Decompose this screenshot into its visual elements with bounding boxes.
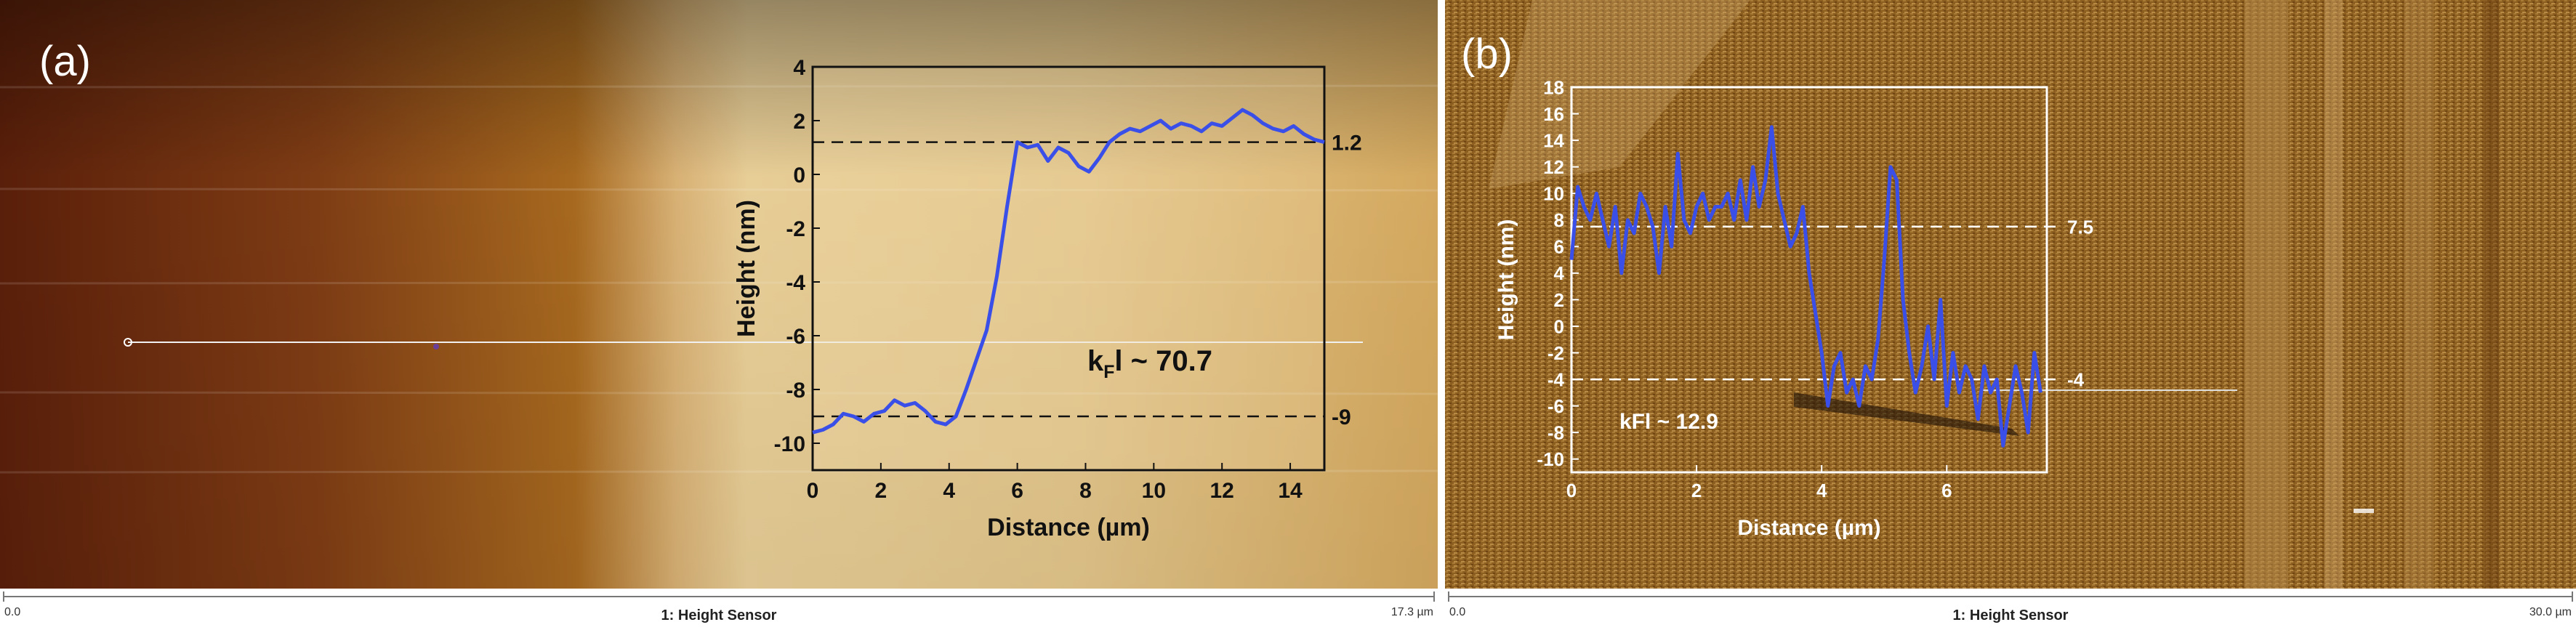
y-tick-label: -4 — [1547, 368, 1565, 390]
scalebar-line-a — [3, 596, 1435, 597]
y-tick-label: -6 — [786, 325, 805, 349]
scalebar-end-b: 30.0 µm — [2529, 606, 2572, 618]
inset-profile-chart-b: 0 2 4 6 18 16 14 12 10 8 6 4 2 0 -2 -4 -6 -8 -10 7.5 -4 Dista… — [1494, 76, 2093, 540]
y-tick-label: 0 — [793, 163, 805, 187]
scalebar-start-b: 0.0 — [1449, 606, 1466, 618]
scalebar-tick-right-b — [2572, 591, 2573, 602]
y-tick-label: -2 — [1547, 342, 1564, 364]
reference-line-label: 1.2 — [1332, 131, 1362, 155]
x-tick-label: 0 — [807, 479, 819, 503]
y-tick-label: -4 — [786, 271, 805, 295]
y-tick-label: 6 — [1554, 236, 1564, 258]
profile-start-handle-a[interactable] — [124, 338, 132, 347]
scalebar-end-a: 17.3 µm — [1390, 606, 1433, 618]
y-tick-label: 12 — [1543, 156, 1564, 178]
y-tick-label: 2 — [793, 110, 805, 134]
y-tick-label: 2 — [1554, 289, 1564, 311]
x-tick-label: 6 — [1011, 479, 1023, 503]
y-tick-label: -8 — [1547, 422, 1564, 444]
scalebar-tick-left-a — [3, 591, 4, 602]
plot-frame — [1570, 86, 2048, 474]
afm-image-a: (a) 0 2 4 6 8 10 12 14 4 2 0 -2 -4 -6 -8 -10 1.2 -9 Distan… — [0, 0, 1438, 589]
afm-image-b: (b) 0 2 4 6 18 16 14 12 10 8 6 4 2 0 -2 -4 -6 -8 -10 7.5 -4 D… — [1445, 0, 2576, 589]
x-tick-label: 2 — [875, 479, 887, 503]
afm-panel-a: (a) 0 2 4 6 8 10 12 14 4 2 0 -2 -4 -6 -8 -10 1.2 -9 Distan… — [0, 0, 1438, 589]
x-tick-label: 6 — [1941, 480, 1952, 501]
y-tick-label: 18 — [1543, 76, 1564, 98]
profile-cursor-a[interactable] — [433, 344, 439, 350]
scalebar-tick-right-a — [1433, 591, 1435, 602]
y-axis-label: Height (nm) — [733, 200, 760, 337]
x-tick-label: 4 — [943, 479, 955, 503]
y-tick-label: 10 — [1543, 183, 1564, 205]
y-tick-label: -10 — [1537, 448, 1564, 470]
x-tick-label: 14 — [1278, 479, 1303, 503]
x-axis-label: Distance (µm) — [1737, 516, 1880, 540]
panel-label-a: (a) — [39, 38, 91, 85]
y-tick-label: -2 — [786, 217, 805, 241]
y-tick-label: 14 — [1543, 129, 1564, 151]
scalebar-start-a: 0.0 — [4, 606, 21, 618]
y-tick-label: -8 — [786, 379, 805, 403]
scalebar-b: 0.0 1: Height Sensor 30.0 µm — [1445, 590, 2576, 630]
profile-series-line — [1569, 125, 2042, 448]
x-tick-label: 4 — [1816, 480, 1827, 501]
scalebar-title-a: 1: Height Sensor — [661, 607, 777, 623]
reference-line-label: -9 — [1332, 405, 1351, 429]
y-tick-label: 8 — [1554, 209, 1564, 231]
x-tick-label: 8 — [1079, 479, 1092, 503]
y-tick-label: 0 — [1554, 315, 1564, 337]
afm-stripes-b — [1489, 0, 2499, 589]
afm-panel-b: (b) 0 2 4 6 18 16 14 12 10 8 6 4 2 0 -2 -4 -6 -8 -10 7.5 -4 D… — [1445, 0, 2576, 589]
y-tick-label: -6 — [1547, 395, 1564, 417]
profile-series-line — [812, 108, 1325, 435]
reference-line-label: 7.5 — [2067, 216, 2093, 238]
scalebar-line-b — [1448, 596, 2573, 597]
y-axis-label: Height (nm) — [1494, 219, 1518, 341]
y-tick-label: 4 — [793, 56, 805, 80]
x-tick-label: 12 — [1210, 479, 1234, 503]
plot-frame — [811, 65, 1326, 472]
x-tick-label: 10 — [1142, 479, 1166, 503]
scalebar-title-b: 1: Height Sensor — [1952, 607, 2069, 623]
plot-background — [813, 67, 1324, 470]
kfl-annotation: kFl ~ 70.7 — [1087, 345, 1212, 382]
x-tick-label: 0 — [1566, 480, 1577, 501]
x-axis-label: Distance (µm) — [987, 514, 1150, 541]
x-tick-label: 2 — [1691, 480, 1702, 501]
kfl-annotation: kFl ~ 12.9 — [1619, 410, 1718, 434]
y-tick-label: 16 — [1543, 103, 1564, 125]
panel-label-b: (b) — [1461, 31, 1513, 78]
scalebar-tick-left-b — [1448, 591, 1449, 602]
y-tick-label: 4 — [1554, 262, 1565, 284]
reference-line-label: -4 — [2067, 368, 2085, 390]
y-tick-label: -10 — [774, 432, 805, 456]
scalebar-a: 0.0 1: Height Sensor 17.3 µm — [0, 590, 1438, 630]
inset-profile-chart-a: 0 2 4 6 8 10 12 14 4 2 0 -2 -4 -6 -8 -10 1.2 -9 Distance (… — [733, 56, 1362, 541]
